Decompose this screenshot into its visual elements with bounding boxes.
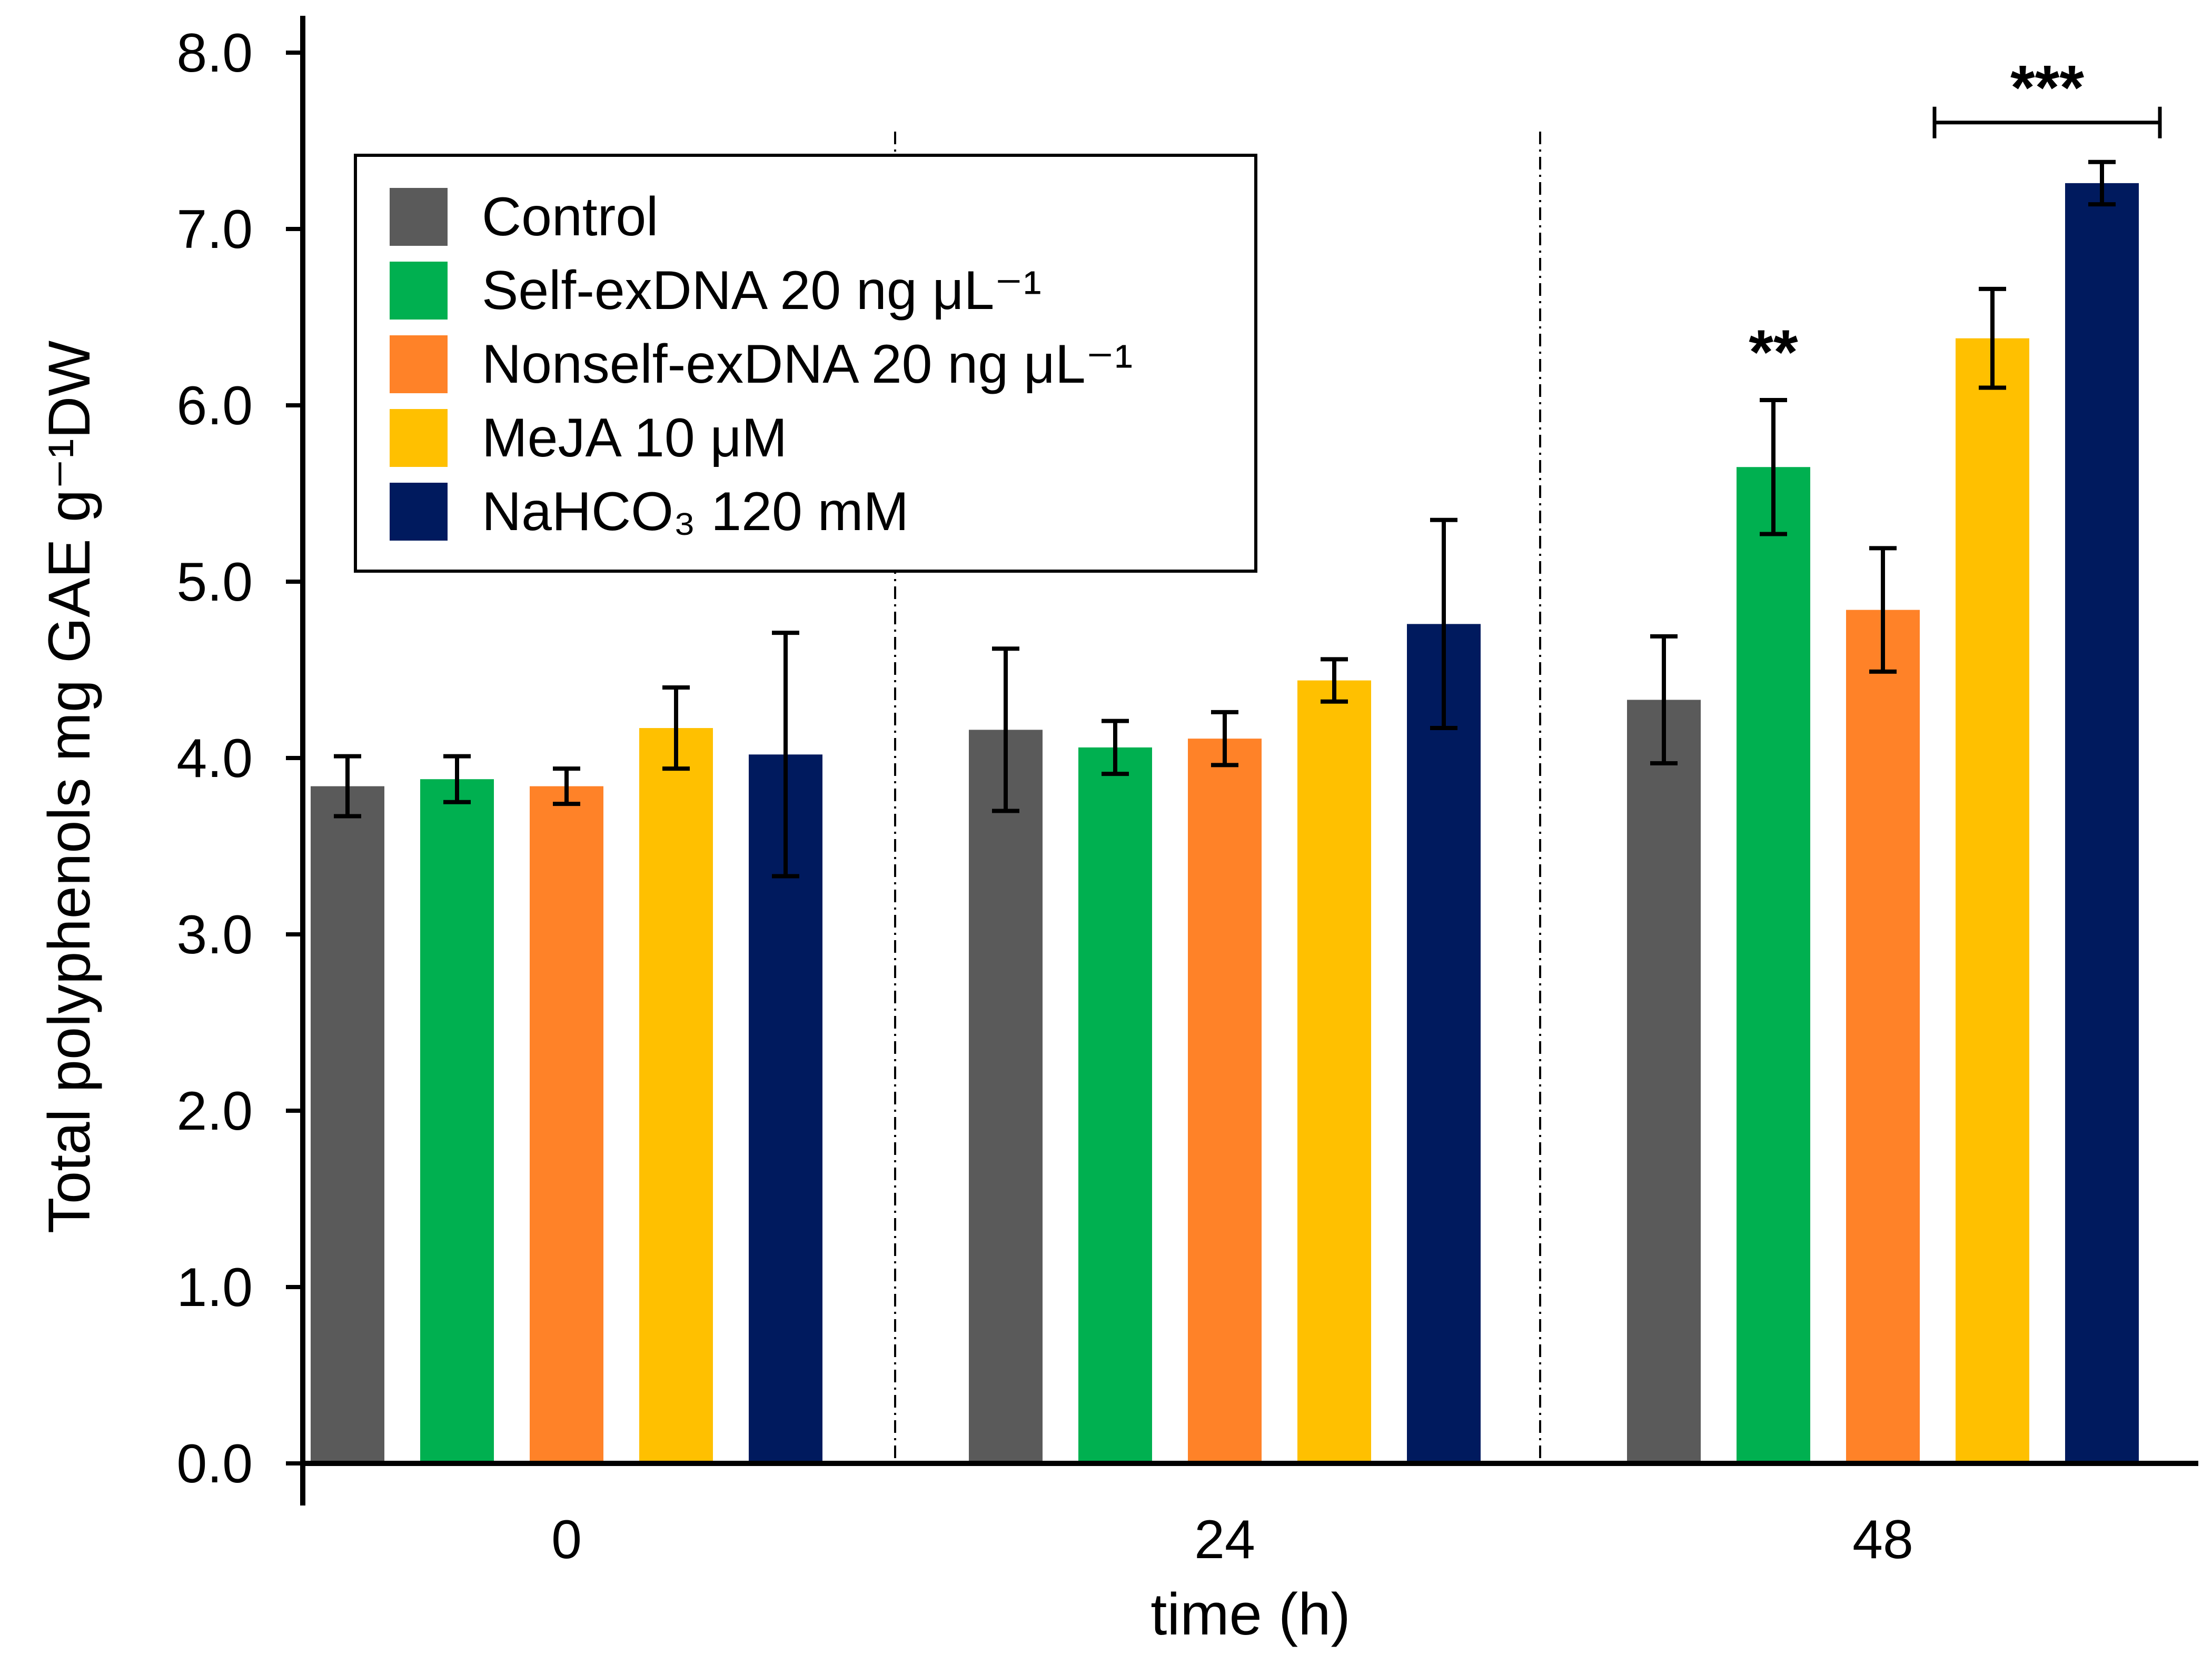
bar <box>1627 700 1701 1463</box>
x-axis-category-labels: 0 24 48 <box>551 1509 1913 1570</box>
error-bar <box>1650 634 1678 766</box>
bar <box>639 728 713 1463</box>
legend-item: Control <box>390 186 658 247</box>
legend-label: MeJA 10 μM <box>482 407 787 468</box>
y-tick-label: 4.0 <box>176 728 253 789</box>
y-tick-label: 2.0 <box>176 1081 253 1142</box>
legend-label: NaHCO₃ 120 mM <box>482 481 909 542</box>
axes <box>300 16 2198 1506</box>
error-bar <box>2088 159 2116 207</box>
error-bar <box>1869 546 1897 674</box>
legend-swatch <box>390 409 448 467</box>
bar <box>1846 610 1920 1463</box>
bar <box>1737 467 1810 1463</box>
legend-box <box>354 154 1257 573</box>
error-bar <box>443 754 471 804</box>
error-bar <box>553 766 580 806</box>
significance-marker: ** <box>1749 317 1798 387</box>
bar <box>2065 183 2139 1464</box>
error-bar <box>1321 657 1348 704</box>
bar <box>530 786 603 1463</box>
y-axis-ticks: 0.0 1.0 2.0 3.0 4.0 5.0 6.0 7.0 8.0 <box>176 23 303 1494</box>
bar <box>1956 338 2029 1464</box>
y-tick-label: 8.0 <box>176 23 253 84</box>
legend-item: NaHCO₃ 120 mM <box>390 481 909 542</box>
x-axis-title: time (h) <box>1150 1581 1351 1647</box>
legend-swatch <box>390 262 448 320</box>
y-axis-title: Total polyphenols mg GAE g⁻¹DW <box>36 341 102 1234</box>
y-tick-label: 7.0 <box>176 199 253 260</box>
legend-item: MeJA 10 μM <box>390 407 787 468</box>
significance-annotations: ***** <box>1749 53 2162 387</box>
y-tick-label: 1.0 <box>176 1257 253 1318</box>
legend-swatch <box>390 188 448 246</box>
error-bar <box>1211 710 1238 767</box>
error-bar <box>1979 286 2006 390</box>
error-bar <box>1430 517 1457 731</box>
legend-label: Nonself-exDNA 20 ng μL⁻¹ <box>482 334 1133 395</box>
bars <box>311 183 2139 1464</box>
x-category-label: 0 <box>551 1509 582 1570</box>
legend-item: Nonself-exDNA 20 ng μL⁻¹ <box>390 334 1133 395</box>
legend-swatch <box>390 483 448 541</box>
error-bar <box>1102 719 1129 776</box>
bar <box>420 779 494 1463</box>
legend-label: Self-exDNA 20 ng μL⁻¹ <box>482 260 1041 321</box>
error-bar <box>662 685 690 771</box>
x-category-label: 24 <box>1194 1509 1255 1570</box>
bar <box>1407 624 1481 1463</box>
significance-bracket <box>1932 106 2162 138</box>
error-bar <box>992 646 1019 813</box>
y-tick-label: 0.0 <box>176 1433 253 1494</box>
bar <box>311 786 384 1463</box>
bar <box>969 730 1043 1463</box>
error-bars <box>334 159 2116 879</box>
error-bar <box>1760 397 1787 536</box>
error-bar <box>772 631 799 879</box>
x-category-label: 48 <box>1852 1509 1913 1570</box>
bar <box>1297 680 1371 1463</box>
legend-swatch <box>390 335 448 393</box>
y-tick-label: 5.0 <box>176 552 253 613</box>
error-bar <box>334 754 361 819</box>
legend-item: Self-exDNA 20 ng μL⁻¹ <box>390 260 1041 321</box>
bar <box>1078 747 1152 1463</box>
group-dividers <box>894 132 1541 1469</box>
legend-label: Control <box>482 186 658 247</box>
bar <box>1188 739 1262 1463</box>
y-tick-label: 6.0 <box>176 375 253 436</box>
significance-marker: *** <box>2010 53 2084 123</box>
legend: Control Self-exDNA 20 ng μL⁻¹ Nonself-exDN… <box>354 154 1257 573</box>
y-tick-label: 3.0 <box>176 904 253 965</box>
